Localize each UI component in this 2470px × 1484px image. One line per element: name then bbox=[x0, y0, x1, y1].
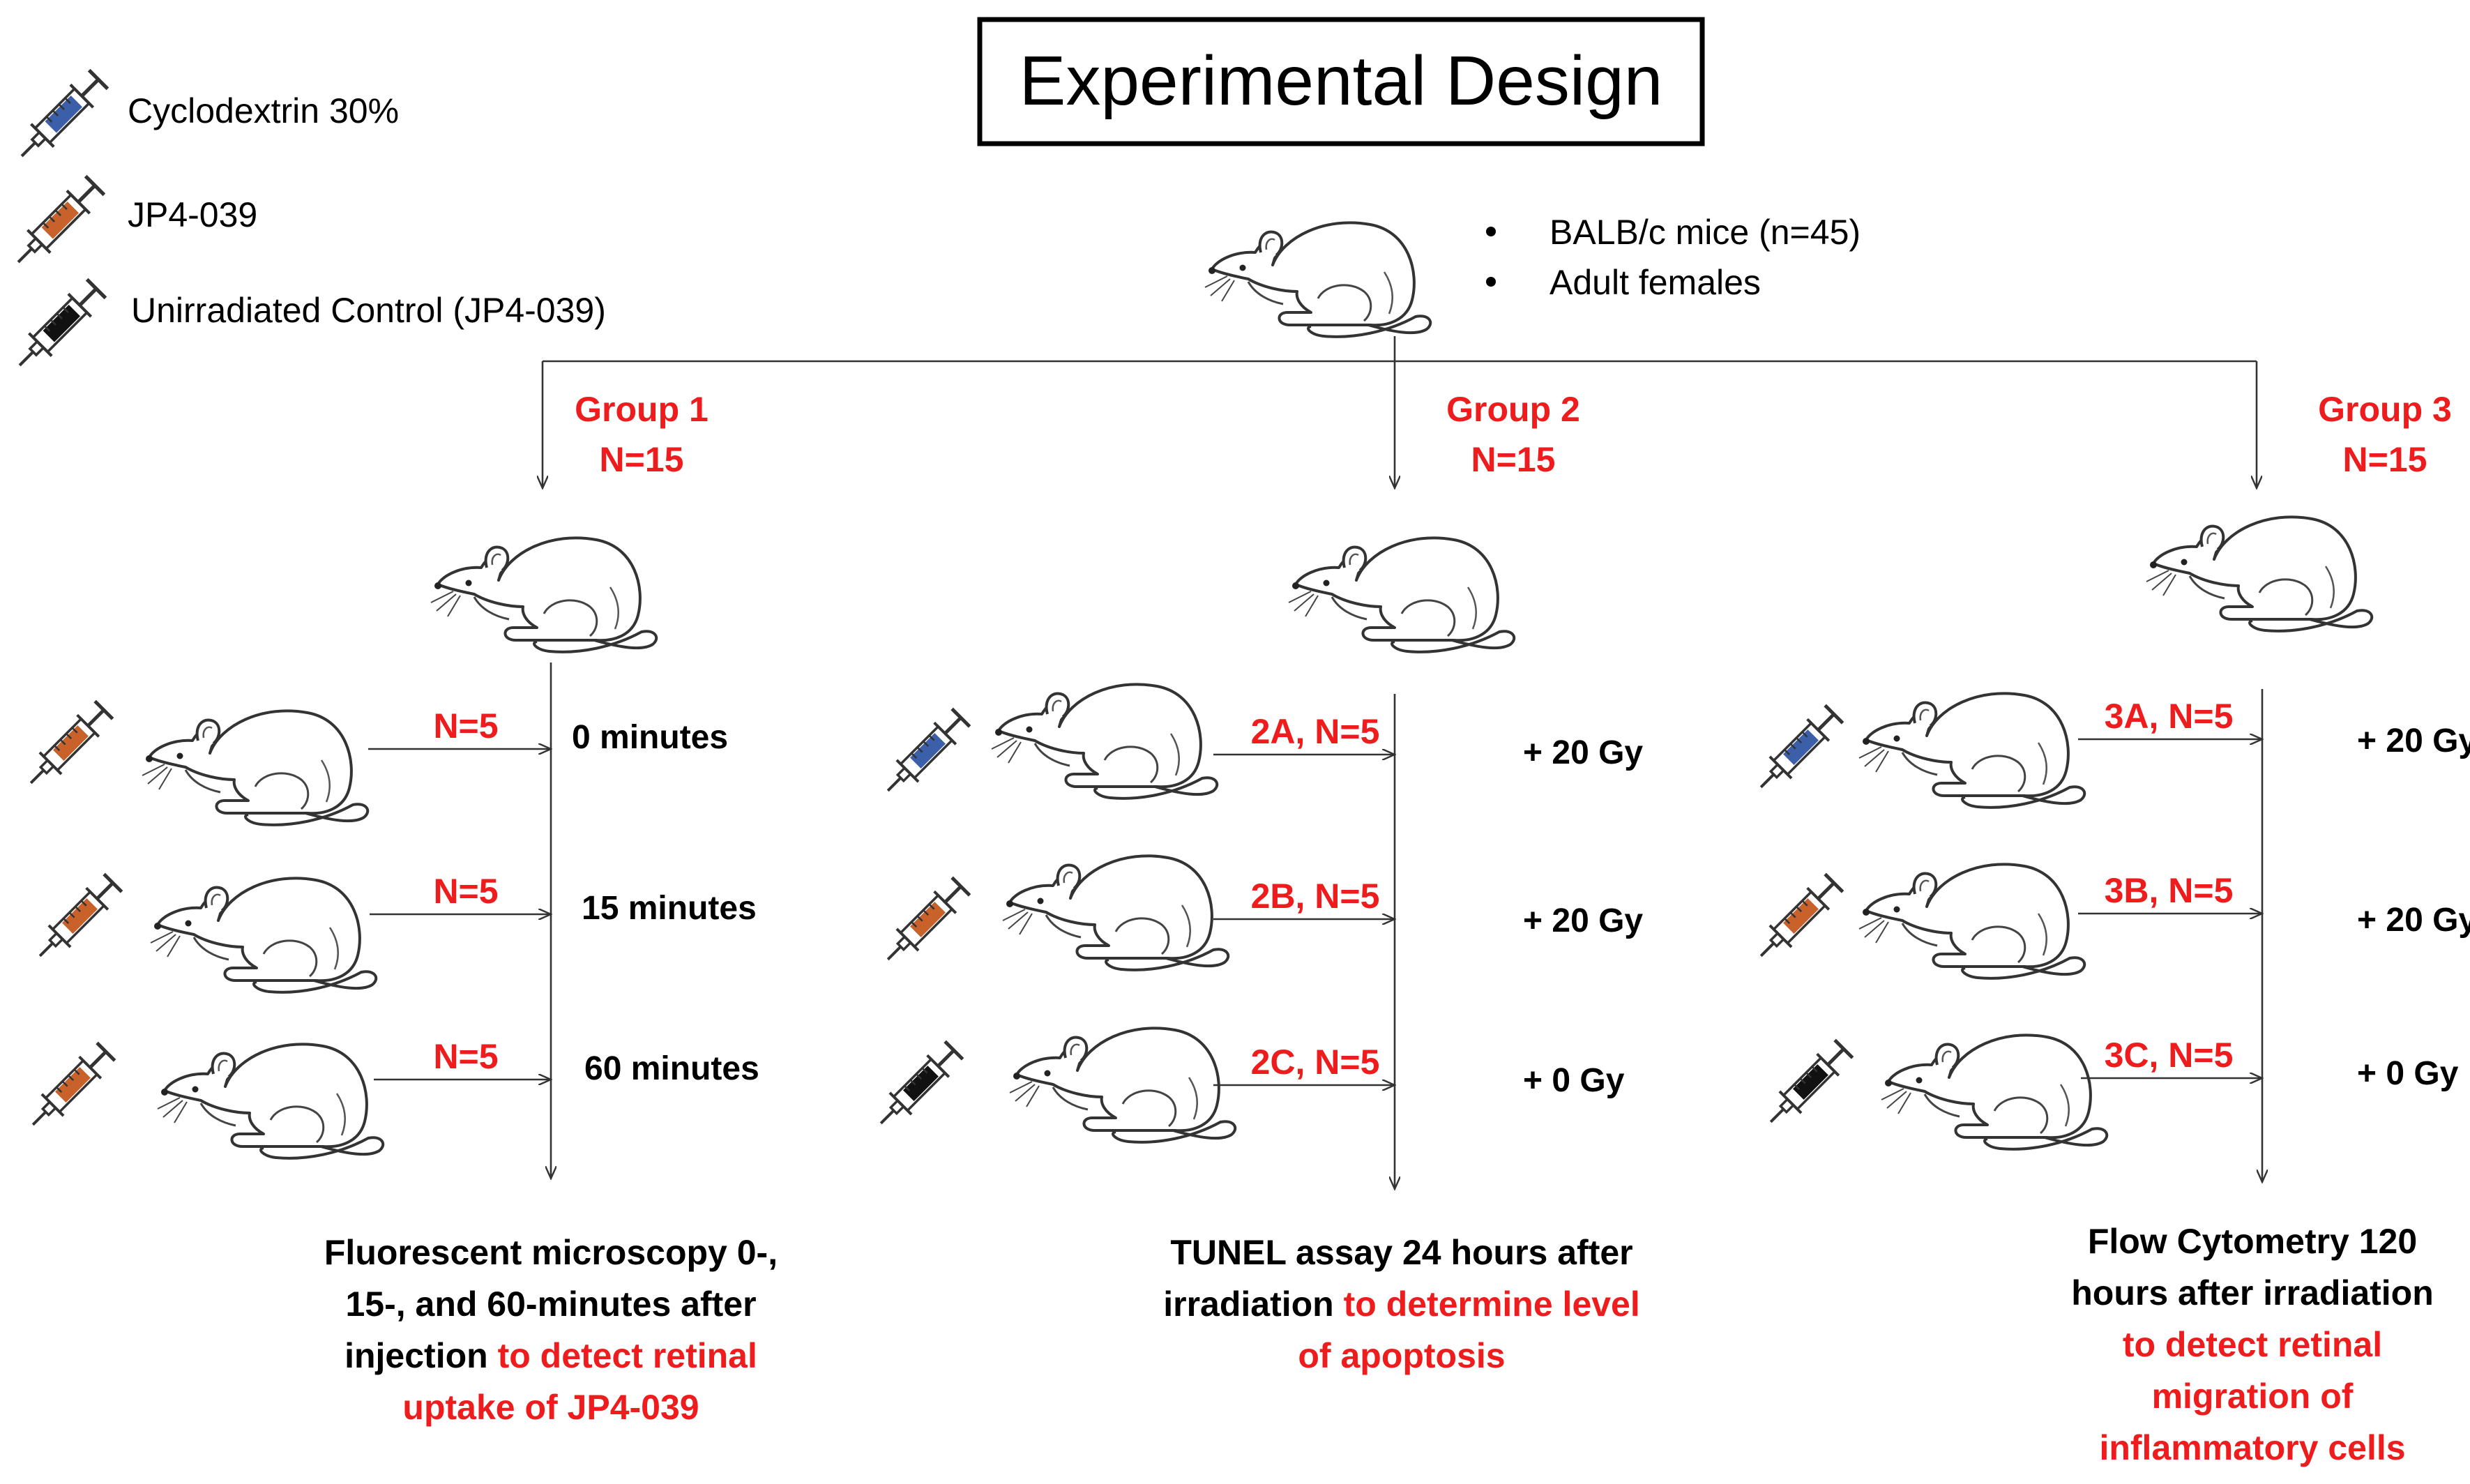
orange-syringe-icon bbox=[1750, 872, 1845, 967]
subgroup-row: 2C, N=5 + 0 Gy bbox=[870, 1027, 1625, 1144]
subgroup-label: 3C, N=5 bbox=[2105, 1036, 2234, 1075]
subgroup-row: 3A, N=5 + 20 Gy bbox=[1750, 692, 2470, 809]
subgroup-row: 2B, N=5 + 20 Gy bbox=[877, 854, 1643, 971]
subgroup-result: 60 minutes bbox=[584, 1050, 759, 1087]
subgroup-row: N=5 0 minutes bbox=[20, 699, 728, 826]
group-outcome: Fluorescent microscopy 0-, 15-, and 60-mi… bbox=[324, 1233, 778, 1427]
group-outcome: Flow Cytometry 120 hours after irradiatio… bbox=[2071, 1222, 2434, 1467]
subgroup-result: + 0 Gy bbox=[1523, 1062, 1625, 1099]
mouse-icon bbox=[1858, 863, 2086, 980]
cohort-bullet-2: Adult females bbox=[1550, 263, 1761, 302]
group-mouse-icon bbox=[430, 536, 658, 653]
legend: Cyclodextrin 30% JP4-039 Unirradiated Co… bbox=[7, 68, 606, 377]
group-title: Group 3 bbox=[2318, 390, 2452, 429]
subgroup-result: + 20 Gy bbox=[2357, 722, 2470, 759]
group-title: Group 2 bbox=[1446, 390, 1580, 429]
diagram-title: Experimental Design bbox=[1020, 42, 1663, 120]
title-box bbox=[977, 17, 1705, 146]
orange-syringe-icon bbox=[20, 699, 115, 794]
orange-syringe-icon bbox=[22, 1041, 117, 1136]
orange-syringe-icon bbox=[29, 872, 124, 967]
groups: Group 1 N=15 N=5 0 minutes N=5 15 minutes N=5 6… bbox=[20, 390, 2470, 1467]
subgroup-label: 3B, N=5 bbox=[2105, 871, 2234, 910]
bullet-dot-1 bbox=[1486, 227, 1496, 236]
subgroup-label: 2C, N=5 bbox=[1251, 1043, 1380, 1082]
black-syringe-icon bbox=[870, 1040, 965, 1135]
group-outcome: TUNEL assay 24 hours after irradiation to… bbox=[1163, 1233, 1640, 1375]
subgroup-result: + 0 Gy bbox=[2357, 1055, 2459, 1092]
subgroup-row: 3B, N=5 + 20 Gy bbox=[1750, 863, 2470, 980]
mouse-icon bbox=[156, 1043, 385, 1160]
subgroup-result: 15 minutes bbox=[582, 890, 757, 927]
subgroup-row: 2A, N=5 + 20 Gy bbox=[877, 683, 1643, 802]
subgroup-result: + 20 Gy bbox=[1523, 734, 1643, 771]
subgroup-result: 0 minutes bbox=[572, 719, 728, 756]
black-syringe-icon bbox=[1760, 1038, 1855, 1133]
legend-label-1: Cyclodextrin 30% bbox=[128, 91, 399, 130]
jp4-039-syringe-icon bbox=[7, 174, 107, 274]
cohort-bullets: BALB/c mice (n=45) Adult females bbox=[1486, 213, 1861, 302]
blue-syringe-icon bbox=[877, 707, 972, 802]
subgroup-label: N=5 bbox=[433, 872, 498, 911]
orange-syringe-icon bbox=[877, 876, 972, 971]
group-n: N=15 bbox=[600, 440, 684, 479]
subgroup-result: + 20 Gy bbox=[1523, 902, 1643, 939]
group-mouse-icon bbox=[1287, 536, 1516, 653]
group-n: N=15 bbox=[2343, 440, 2427, 479]
mouse-icon bbox=[1880, 1034, 2109, 1151]
tree-connectors bbox=[543, 336, 2257, 488]
cyclodextrin-syringe-icon bbox=[10, 68, 110, 168]
subgroup-row: 3C, N=5 + 0 Gy bbox=[1760, 1034, 2459, 1151]
group-1: Group 1 N=15 N=5 0 minutes N=5 15 minutes N=5 6… bbox=[20, 390, 778, 1427]
mouse-icon bbox=[149, 877, 378, 994]
subgroup-result: + 20 Gy bbox=[2357, 902, 2470, 939]
legend-label-2: JP4-039 bbox=[128, 195, 257, 234]
group-title: Group 1 bbox=[575, 390, 709, 429]
cohort-bullet-1: BALB/c mice (n=45) bbox=[1550, 213, 1861, 252]
subgroup-label: 3A, N=5 bbox=[2105, 697, 2234, 736]
subgroup-label: 2A, N=5 bbox=[1251, 712, 1380, 751]
subgroup-row: N=5 60 minutes bbox=[22, 1037, 759, 1160]
subgroup-row: N=5 15 minutes bbox=[29, 872, 757, 994]
mouse-icon bbox=[1001, 854, 1230, 971]
mouse-icon bbox=[141, 709, 370, 826]
subgroup-label: N=5 bbox=[433, 706, 498, 745]
control-syringe-icon bbox=[8, 278, 108, 377]
group-n: N=15 bbox=[1471, 440, 1556, 479]
blue-syringe-icon bbox=[1750, 704, 1845, 798]
bullet-dot-2 bbox=[1486, 277, 1496, 287]
subgroup-label: 2B, N=5 bbox=[1251, 877, 1380, 916]
group-mouse-icon bbox=[2145, 515, 2374, 633]
mouse-icon bbox=[990, 683, 1219, 800]
cohort-mouse-icon bbox=[1204, 221, 1432, 338]
mouse-icon bbox=[1008, 1027, 1237, 1144]
mouse-icon bbox=[1858, 692, 2086, 809]
legend-label-3: Unirradiated Control (JP4-039) bbox=[131, 291, 606, 330]
subgroup-label: N=5 bbox=[433, 1037, 498, 1076]
